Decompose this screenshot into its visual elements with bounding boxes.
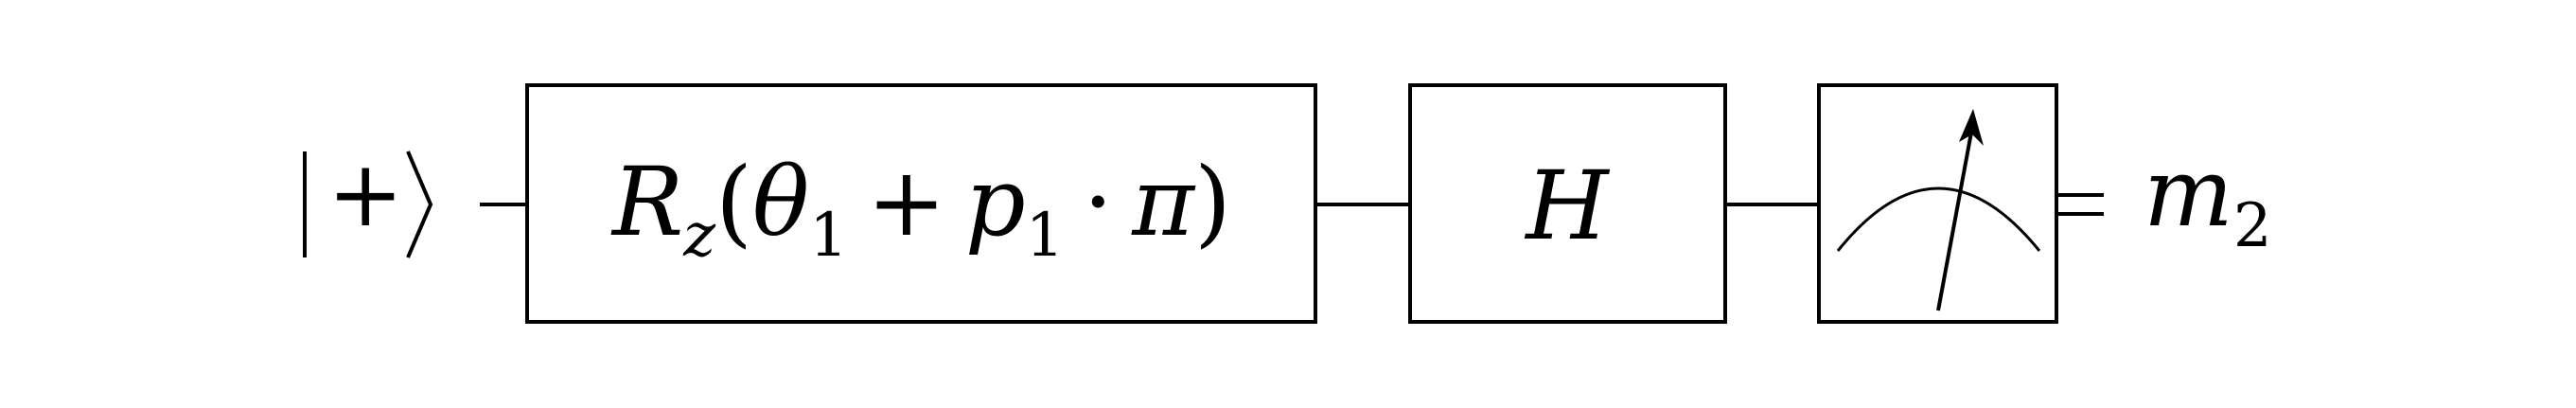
rz-gate: Rz(θ1 + p1 · π) (525, 83, 1317, 324)
measurement-gate (1817, 83, 2058, 324)
classical-wire (2056, 193, 2104, 216)
rz-gate-label: Rz(θ1 + p1 · π) (610, 147, 1231, 271)
input-state-plus: + (327, 141, 403, 247)
input-state-label: |+⟩ (0, 0, 2, 1)
hadamard-gate-label: H (1524, 151, 1610, 261)
hadamard-gate: H (1408, 83, 1727, 324)
output-label: m2 (2144, 137, 2272, 261)
meter-icon (1836, 109, 2041, 311)
input-state: + |+⟩ (0, 0, 433, 258)
